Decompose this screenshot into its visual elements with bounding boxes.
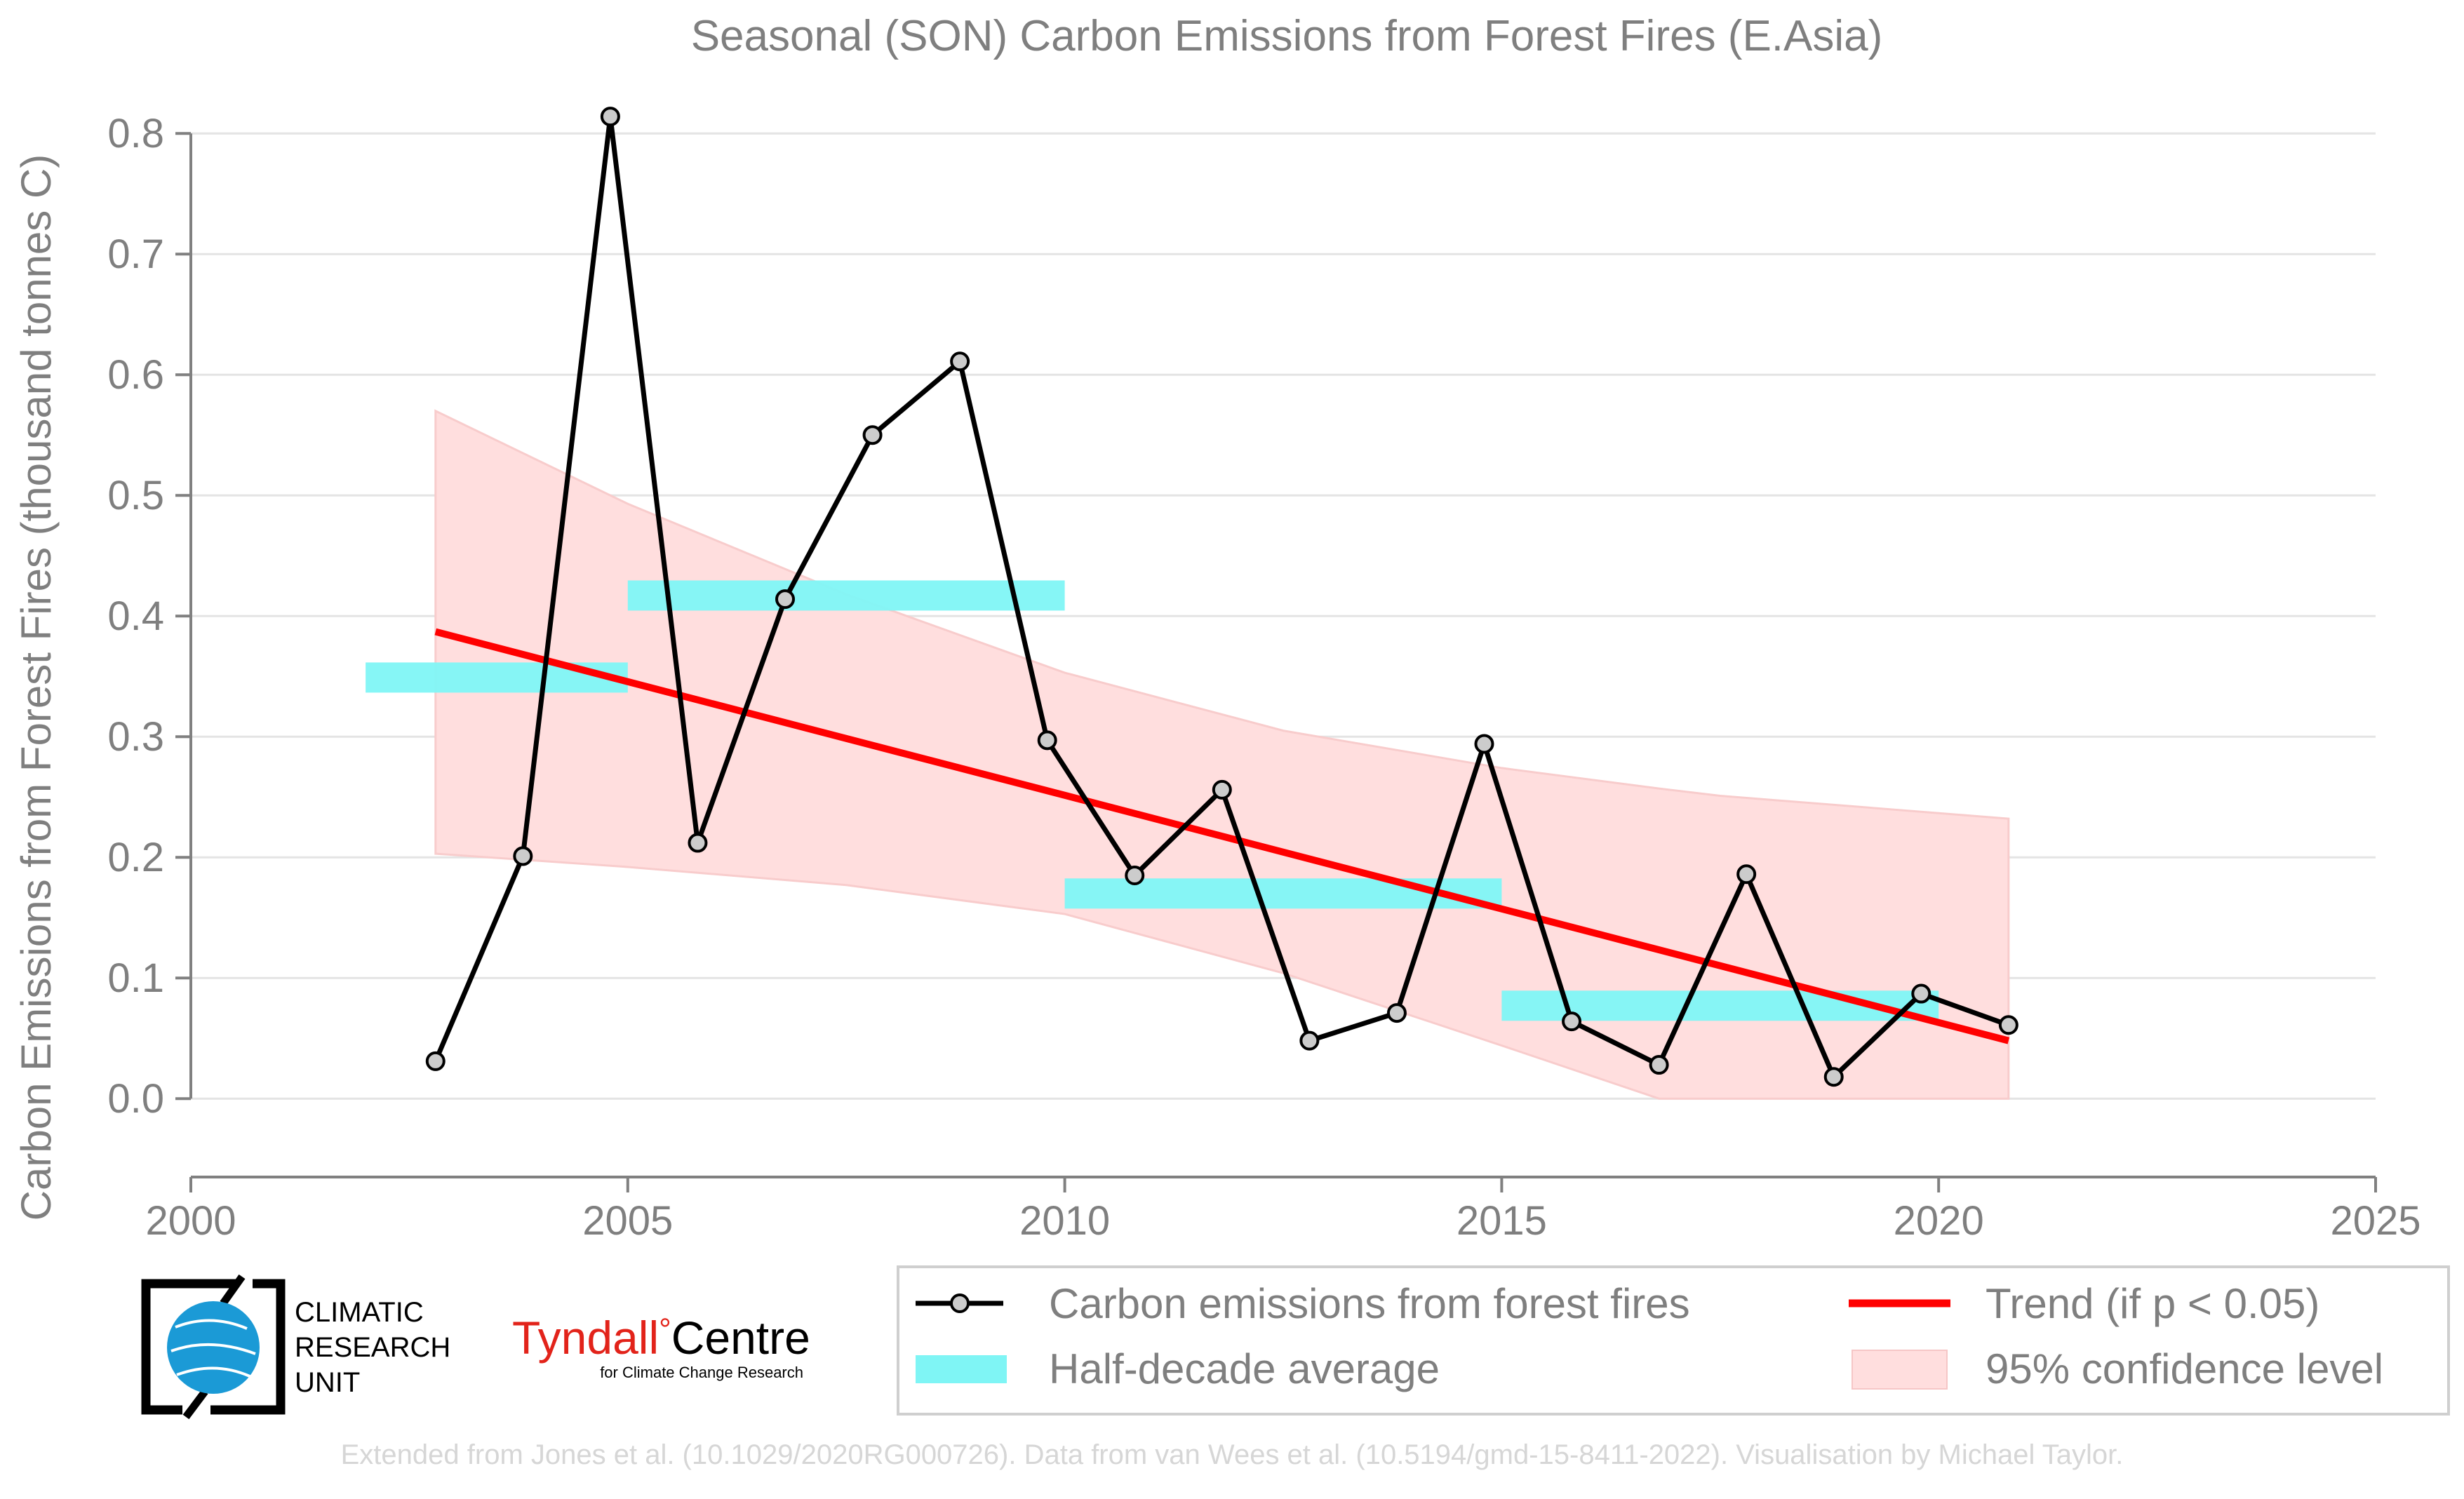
trend-layer bbox=[434, 628, 2010, 1044]
x-tick-label: 2020 bbox=[1894, 1198, 1984, 1244]
footer-attribution: Extended from Jones et al. (10.1029/2020… bbox=[340, 1439, 2124, 1470]
legend-confidence-label: 95% confidence level bbox=[1986, 1345, 2383, 1392]
legend-trend-label: Trend (if p < 0.05) bbox=[1986, 1280, 2319, 1327]
y-tick-label: 0.4 bbox=[107, 593, 164, 639]
emissions-data-point bbox=[1037, 730, 1057, 751]
y-tick-label: 0.6 bbox=[107, 352, 164, 398]
legend-series-marker-swatch bbox=[950, 1293, 970, 1313]
emissions-data-point bbox=[600, 107, 620, 127]
cru-logo: CLIMATIC RESEARCH UNIT bbox=[141, 1274, 450, 1420]
legend-average-swatch bbox=[916, 1355, 1007, 1383]
y-tick-label: 0.3 bbox=[107, 714, 164, 760]
chart-title: Seasonal (SON) Carbon Emissions from For… bbox=[691, 12, 1883, 60]
cru-logo-line-1: CLIMATIC bbox=[295, 1297, 424, 1328]
cru-logo-frame bbox=[141, 1279, 237, 1415]
half-decade-average-bar bbox=[627, 580, 1065, 611]
legend-average-label: Half-decade average bbox=[1049, 1345, 1440, 1392]
confidence-band bbox=[434, 409, 2010, 1100]
emissions-data-point bbox=[513, 846, 533, 866]
half-decade-average-layer bbox=[366, 580, 1939, 1021]
y-tick-label: 0.0 bbox=[107, 1076, 164, 1122]
tyndall-logo: Tyndall°Centre for Climate Change Resear… bbox=[512, 1312, 810, 1381]
confidence-band-layer bbox=[434, 409, 2010, 1100]
emissions-data-point bbox=[688, 833, 708, 853]
axes: 0.0 0.1 0.2 0.3 0.4 0.5 0.6 0.7 0.8 2000 2005 2010 2… bbox=[107, 111, 2421, 1244]
legend-series-label: Carbon emissions from forest fires bbox=[1049, 1280, 1690, 1327]
emissions-data-point bbox=[950, 351, 970, 372]
emissions-data-point bbox=[1562, 1011, 1582, 1032]
legend: Carbon emissions from forest fires Half-… bbox=[897, 1265, 2450, 1416]
cru-globe-swirl bbox=[170, 1319, 256, 1378]
cru-logo-slash-bottom bbox=[182, 1389, 208, 1420]
x-tick-label: 2010 bbox=[1019, 1198, 1110, 1244]
y-tick-label: 0.2 bbox=[107, 835, 164, 880]
emissions-data-point bbox=[1386, 1003, 1407, 1023]
emissions-data-point bbox=[1911, 983, 1931, 1004]
tyndall-subtitle: for Climate Change Research bbox=[600, 1364, 803, 1381]
emissions-data-point bbox=[1299, 1030, 1320, 1051]
tyndall-wordmark: Tyndall°Centre bbox=[512, 1312, 810, 1364]
cru-logo-slash bbox=[220, 1274, 246, 1306]
x-tick-label: 2025 bbox=[2330, 1198, 2421, 1244]
emissions-data-point bbox=[1212, 779, 1232, 800]
emissions-data-point bbox=[1125, 866, 1145, 885]
y-tick-label: 0.7 bbox=[107, 231, 164, 277]
cru-logo-line-2: RESEARCH bbox=[295, 1332, 450, 1363]
half-decade-average-bar bbox=[366, 662, 628, 693]
legend-frame bbox=[897, 1265, 2450, 1416]
cru-logo-frame-right bbox=[210, 1279, 286, 1415]
y-tick-label: 0.8 bbox=[107, 111, 164, 156]
emissions-data-point bbox=[1736, 864, 1757, 885]
emissions-data-point bbox=[775, 589, 796, 610]
y-tick-label: 0.5 bbox=[107, 473, 164, 518]
x-tick-label: 2005 bbox=[582, 1198, 673, 1244]
trend-line bbox=[434, 628, 2010, 1044]
emissions-data-point bbox=[1998, 1015, 2018, 1035]
series-layer bbox=[425, 107, 2018, 1087]
x-tick-label: 2000 bbox=[145, 1198, 236, 1244]
cru-logo-line-3: UNIT bbox=[295, 1367, 360, 1398]
legend-confidence-swatch bbox=[1852, 1350, 1948, 1390]
emissions-data-point bbox=[1649, 1055, 1669, 1075]
emissions-data-point bbox=[1474, 734, 1494, 754]
x-tick-label: 2015 bbox=[1457, 1198, 1547, 1244]
emissions-data-point bbox=[425, 1051, 446, 1071]
emissions-data-point bbox=[1823, 1067, 1844, 1087]
emissions-data-point bbox=[862, 425, 883, 445]
y-axis-label: Carbon Emissions from Forest Fires (thou… bbox=[13, 154, 60, 1221]
y-tick-label: 0.1 bbox=[107, 955, 164, 1001]
